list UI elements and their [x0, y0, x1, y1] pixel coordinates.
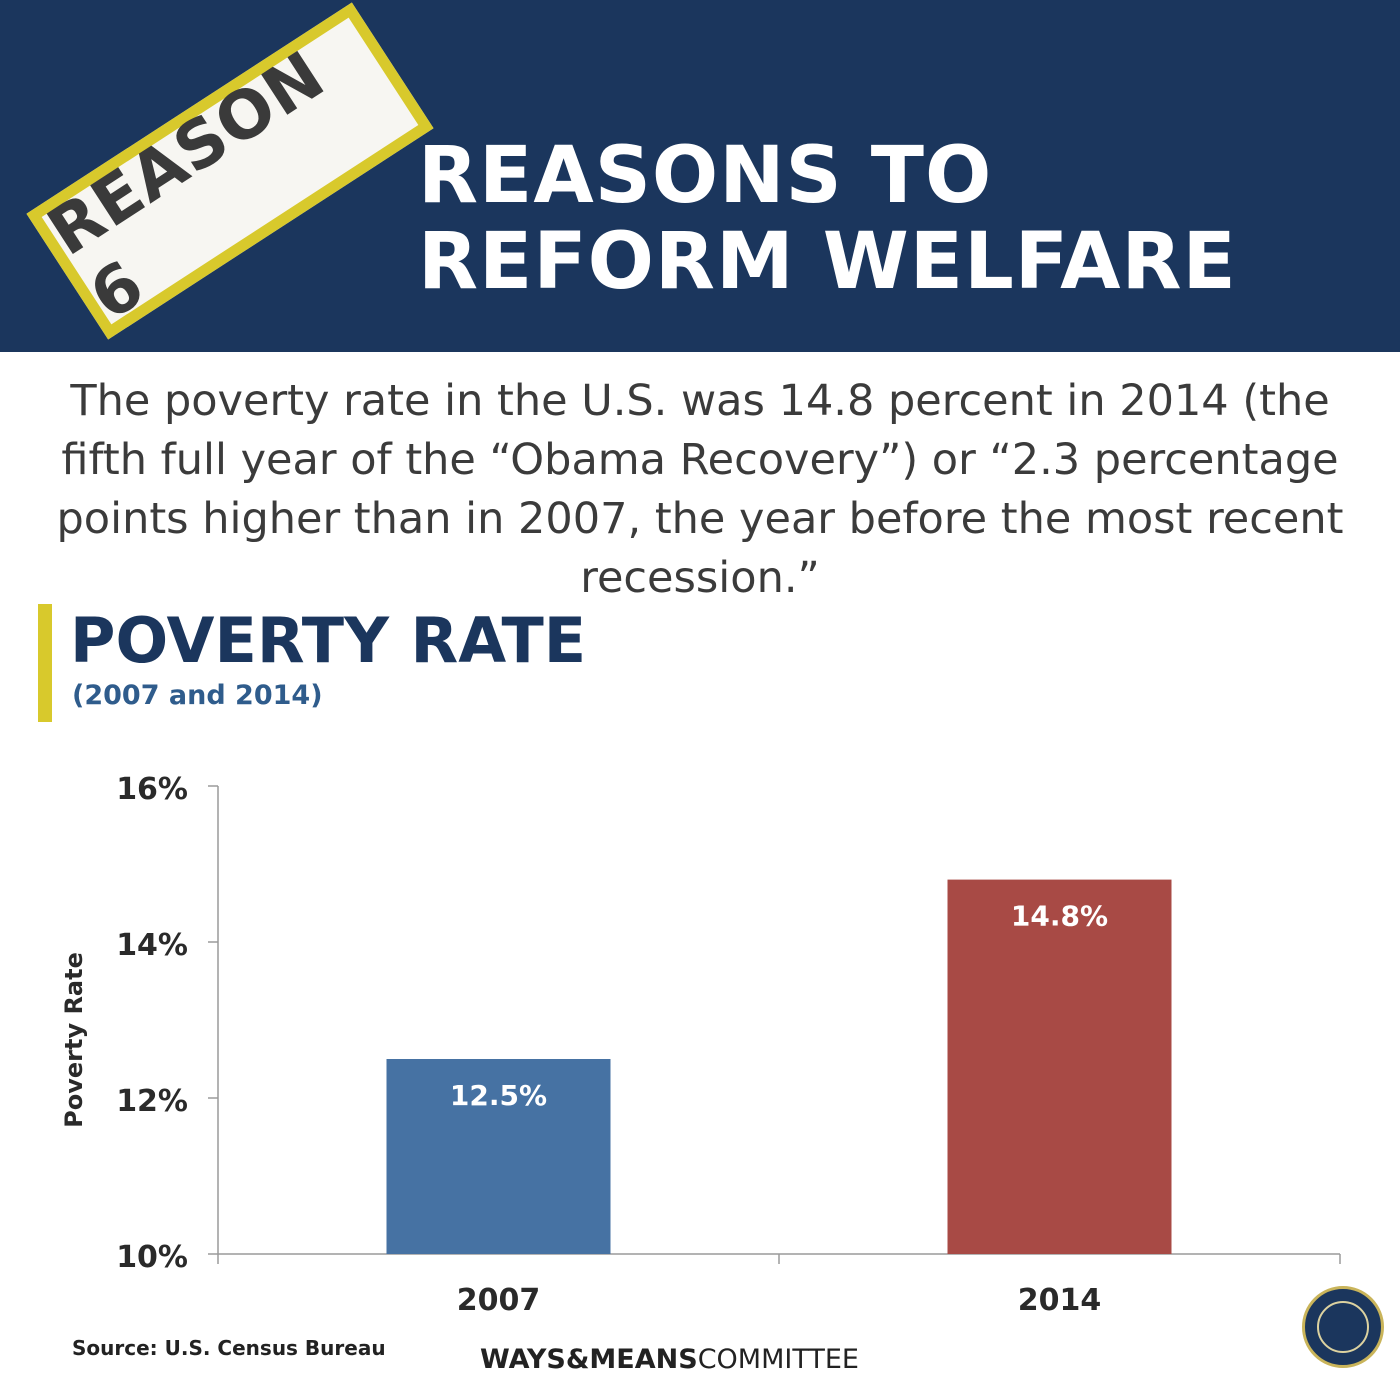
logo-light-text: COMMITTEE [697, 1344, 859, 1375]
y-tick-label: 14% [116, 928, 188, 963]
source-note: Source: U.S. Census Bureau [72, 1336, 386, 1360]
y-axis-title: Poverty Rate [60, 952, 88, 1128]
ways-means-logo: WAYS&MEANSCOMMITTEE [480, 1344, 859, 1375]
chart-subtitle: (2007 and 2014) [72, 680, 323, 711]
logo-bold-text: WAYS&MEANS [480, 1344, 698, 1375]
x-tick-label-2007: 2007 [457, 1283, 541, 1318]
chart-title: POVERTY RATE [70, 604, 587, 677]
page-title-line1: REASONS TO [418, 131, 993, 221]
title-accent-bar [38, 604, 52, 722]
x-tick-label-2014: 2014 [1018, 1283, 1102, 1318]
data-label-2007: 12.5% [450, 1079, 547, 1112]
bar-2014 [947, 879, 1172, 1254]
y-tick-label: 12% [116, 1084, 188, 1119]
data-label-2014: 14.8% [1011, 900, 1108, 933]
y-tick-label: 10% [116, 1240, 188, 1275]
committee-seal-icon [1302, 1286, 1384, 1368]
header-banner: REASON 6 REASONS TO REFORM WELFARE [0, 0, 1400, 352]
intro-paragraph: The poverty rate in the U.S. was 14.8 pe… [56, 376, 1344, 603]
y-tick-label: 16% [116, 772, 188, 807]
bar-2007 [386, 1059, 611, 1254]
page-title-line2: REFORM WELFARE [418, 217, 1237, 307]
